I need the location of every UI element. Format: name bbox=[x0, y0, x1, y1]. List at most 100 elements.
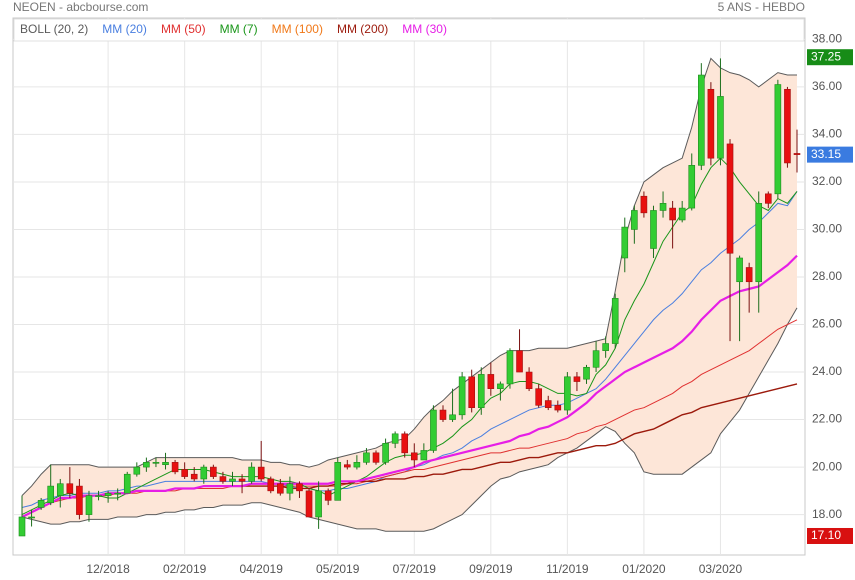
candle-body bbox=[506, 350, 514, 385]
y-tick-label: 18.00 bbox=[812, 507, 842, 521]
candle-body bbox=[477, 374, 485, 408]
y-tick-label: 34.00 bbox=[812, 127, 842, 141]
candle-body bbox=[487, 374, 495, 389]
candle-body bbox=[114, 492, 121, 495]
x-tick-label: 04/2019 bbox=[240, 562, 284, 576]
price-tag-label: 37.25 bbox=[811, 49, 841, 63]
candle-body bbox=[229, 478, 236, 482]
x-tick-label: 02/2019 bbox=[163, 562, 207, 576]
y-tick-label: 28.00 bbox=[812, 269, 842, 283]
candle-body bbox=[66, 483, 74, 494]
candle-body bbox=[305, 490, 313, 518]
y-tick-label: 26.00 bbox=[812, 317, 842, 331]
ma-line bbox=[21, 254, 798, 518]
candle-body bbox=[152, 462, 160, 464]
y-tick-label: 24.00 bbox=[812, 364, 842, 378]
ma-line bbox=[21, 191, 798, 508]
chart-subtitle: 5 ANS - HEBDO bbox=[718, 0, 805, 14]
candle-body bbox=[104, 492, 112, 496]
candle-body bbox=[143, 462, 150, 468]
candle-body bbox=[745, 267, 753, 283]
candle-body bbox=[353, 462, 361, 468]
candle-body bbox=[410, 452, 418, 461]
candle-body bbox=[248, 466, 255, 482]
moving-averages bbox=[21, 157, 798, 518]
candle-body bbox=[401, 433, 409, 454]
candle-body bbox=[640, 195, 648, 214]
candle-body bbox=[238, 478, 246, 482]
y-tick-label: 30.00 bbox=[812, 222, 842, 236]
x-tick-label: 12/2018 bbox=[86, 562, 130, 576]
axis-labels: 18.00 20.00 22.00 24.00 26.00 28.00 30.00 32.00… bbox=[86, 32, 853, 576]
candle-body bbox=[430, 409, 437, 451]
candle-body bbox=[764, 193, 772, 204]
candle-body bbox=[296, 483, 303, 492]
candle-body bbox=[736, 257, 743, 283]
x-tick-label: 07/2019 bbox=[393, 562, 437, 576]
candle-body bbox=[56, 483, 64, 496]
candle-body bbox=[468, 376, 475, 408]
candle-body bbox=[210, 466, 217, 477]
y-tick-label: 20.00 bbox=[812, 459, 842, 473]
y-tick-label: 32.00 bbox=[812, 174, 842, 188]
candle-body bbox=[717, 96, 724, 159]
candle-body bbox=[76, 485, 83, 515]
bands bbox=[21, 57, 798, 532]
y-tick-label: 36.00 bbox=[812, 79, 842, 93]
candle-body bbox=[497, 383, 504, 389]
candle-body bbox=[277, 483, 284, 494]
candle-body bbox=[592, 350, 600, 368]
candle-body bbox=[669, 207, 676, 221]
candle-body bbox=[85, 495, 93, 515]
candle-body bbox=[659, 203, 667, 211]
candle-body bbox=[535, 388, 542, 406]
price-tag-label: 33.15 bbox=[811, 147, 841, 161]
candle-body bbox=[18, 516, 26, 537]
price-tag-label: 17.10 bbox=[811, 528, 841, 542]
y-tick-label: 38.00 bbox=[812, 32, 842, 46]
candle-body bbox=[95, 495, 102, 497]
candle-body bbox=[162, 462, 169, 466]
candle-body bbox=[190, 473, 198, 480]
band-upper bbox=[21, 57, 797, 496]
legend-entry: MM (20) bbox=[102, 22, 147, 36]
candle-body bbox=[516, 350, 523, 373]
candle-body bbox=[315, 490, 322, 518]
candle-body bbox=[47, 485, 55, 504]
chart-title: NEOEN - abcbourse.com bbox=[13, 0, 148, 14]
candle-body bbox=[784, 88, 791, 164]
candle-body bbox=[334, 462, 342, 501]
legend-entry: BOLL (20, 2) bbox=[20, 22, 88, 36]
x-tick-label: 03/2020 bbox=[699, 562, 743, 576]
ma-line bbox=[21, 157, 798, 516]
candle-body bbox=[525, 371, 533, 389]
legend-entry: MM (200) bbox=[337, 22, 388, 36]
legend-box bbox=[13, 18, 805, 42]
band-fill bbox=[22, 58, 797, 532]
price-tag bbox=[807, 146, 853, 163]
candle-body bbox=[181, 469, 188, 477]
candle-body bbox=[650, 210, 657, 249]
y-tick-label: 22.00 bbox=[812, 412, 842, 426]
candle-body bbox=[391, 433, 399, 444]
candle-body bbox=[726, 143, 734, 254]
x-tick-label: 01/2020 bbox=[622, 562, 666, 576]
candle-body bbox=[37, 500, 45, 508]
candle-body bbox=[678, 207, 686, 221]
candle-body bbox=[372, 452, 380, 463]
legend-entry: MM (50) bbox=[161, 22, 206, 36]
ma-line bbox=[213, 383, 798, 490]
band-lower bbox=[21, 307, 798, 532]
candle-body bbox=[123, 473, 131, 494]
candle-body bbox=[344, 464, 351, 468]
legend-entry: MM (100) bbox=[272, 22, 323, 36]
candle-body bbox=[544, 400, 552, 408]
candle-body bbox=[257, 466, 265, 480]
legend-entry: MM (30) bbox=[402, 22, 447, 36]
candle-body bbox=[774, 84, 782, 195]
candle-body bbox=[707, 88, 715, 159]
candle-body bbox=[458, 376, 466, 416]
candle-body bbox=[583, 366, 590, 380]
candle-body bbox=[564, 376, 571, 411]
